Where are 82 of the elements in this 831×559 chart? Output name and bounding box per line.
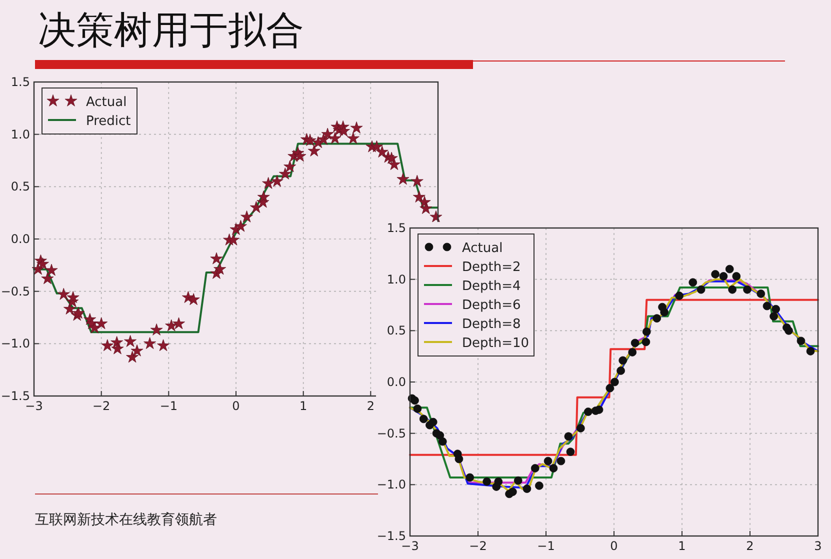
- y-tick-label: 0.5: [386, 324, 406, 338]
- point: [514, 476, 522, 485]
- point: [660, 308, 669, 316]
- point: [494, 477, 503, 486]
- y-tick-label: 1.0: [10, 127, 30, 142]
- point: [438, 437, 447, 446]
- point: [544, 456, 552, 466]
- point: [688, 278, 698, 287]
- legend-label: Depth=6: [462, 298, 521, 313]
- point: [466, 473, 474, 482]
- point: [419, 414, 428, 424]
- point: [728, 285, 737, 294]
- legend-label: Depth=8: [462, 317, 521, 332]
- x-tick-label: 0: [610, 539, 618, 553]
- legend-label: Actual: [86, 95, 127, 110]
- x-tick-label: −1: [537, 539, 555, 553]
- point: [606, 384, 614, 392]
- point: [566, 448, 575, 456]
- point: [610, 378, 619, 386]
- text: 互联网新技术在线教育领航者: [35, 511, 217, 528]
- y-tick-label: −0.5: [376, 426, 406, 440]
- x-tick-label: 1: [300, 399, 308, 413]
- point: [732, 272, 741, 280]
- y-tick-label: 0.5: [10, 180, 30, 194]
- point: [756, 290, 766, 298]
- x-tick-label: 3: [814, 539, 822, 553]
- y-tick-label: 1.5: [386, 221, 406, 235]
- x-tick-label: −2: [469, 539, 487, 553]
- legend-label: Depth=2: [462, 260, 521, 275]
- point: [413, 404, 422, 413]
- point: [630, 338, 640, 348]
- point: [482, 477, 492, 486]
- x-tick-label: 2: [366, 399, 374, 413]
- line-series: [33, 142, 438, 334]
- y-tick-label: 0.0: [386, 375, 406, 389]
- y-tick-label: −1.0: [376, 478, 406, 492]
- y-tick-label: −1.0: [0, 336, 30, 351]
- point: [535, 482, 544, 490]
- point: [806, 347, 815, 356]
- point: [762, 302, 772, 310]
- point: [796, 336, 806, 346]
- point: [549, 464, 558, 472]
- point: [616, 366, 625, 375]
- y-tick-label: −0.5: [0, 284, 30, 298]
- legend-label: Depth=10: [462, 336, 530, 351]
- point: [522, 484, 532, 493]
- point: [784, 326, 793, 335]
- legend-label: Actual: [462, 241, 503, 256]
- point: [696, 285, 706, 294]
- legend-label: Predict: [86, 114, 131, 129]
- y-tick-label: 1.5: [10, 75, 30, 89]
- point: [576, 424, 585, 432]
- point: [743, 285, 752, 294]
- point: [675, 292, 684, 300]
- legend-label: Depth=4: [462, 279, 521, 294]
- x-tick-label: 2: [746, 539, 754, 553]
- line-series: [409, 298, 819, 456]
- point: [725, 264, 734, 274]
- x-tick-label: −2: [92, 399, 110, 413]
- point: [556, 456, 566, 466]
- point: [564, 432, 573, 441]
- point: [428, 418, 438, 426]
- point: [642, 328, 651, 336]
- point: [711, 270, 720, 278]
- chart-title: 决策树用于拟合: [38, 8, 304, 52]
- point: [719, 272, 728, 280]
- point: [642, 338, 650, 346]
- x-tick-label: 0: [232, 399, 240, 413]
- point: [584, 408, 592, 416]
- point: [772, 304, 780, 314]
- y-tick-label: 0.0: [10, 232, 30, 246]
- point: [628, 348, 637, 356]
- point: [770, 312, 778, 320]
- point: [454, 454, 464, 464]
- point: [508, 488, 517, 496]
- point: [652, 314, 662, 323]
- x-tick-label: −1: [160, 399, 178, 413]
- point: [530, 464, 540, 472]
- point: [410, 396, 419, 405]
- y-tick-label: 1.0: [386, 272, 406, 286]
- x-tick-label: 1: [678, 539, 686, 553]
- point: [618, 356, 628, 365]
